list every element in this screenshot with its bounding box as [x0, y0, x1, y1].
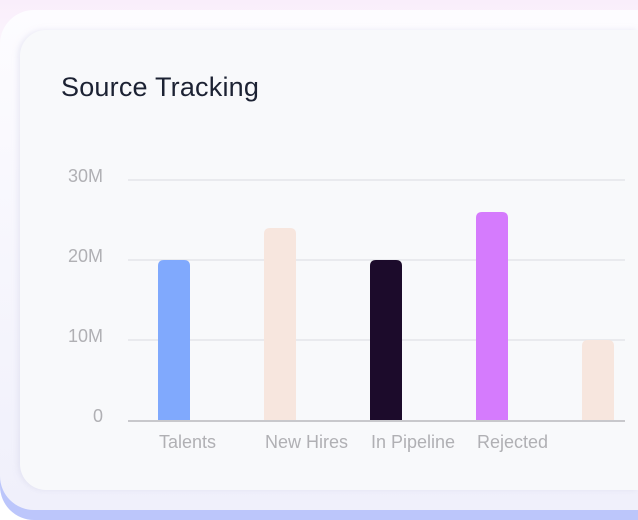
- x-tick-label: New Hires: [265, 432, 348, 452]
- bar-series-5: [582, 340, 614, 420]
- y-tick-label: 10M: [68, 326, 103, 346]
- x-tick-label: In Pipeline: [371, 432, 455, 452]
- card-title: Source Tracking: [61, 72, 260, 102]
- y-tick-label: 30M: [68, 166, 103, 186]
- bar-rejected: [476, 212, 508, 420]
- y-tick-label: 20M: [68, 246, 103, 266]
- y-tick-label: 0: [93, 406, 103, 426]
- bar-new-hires: [264, 228, 296, 420]
- x-tick-label: Talents: [159, 432, 216, 452]
- x-tick-label: Rejected: [477, 432, 548, 452]
- bar-in-pipeline: [370, 260, 402, 420]
- bar-talents: [158, 260, 190, 420]
